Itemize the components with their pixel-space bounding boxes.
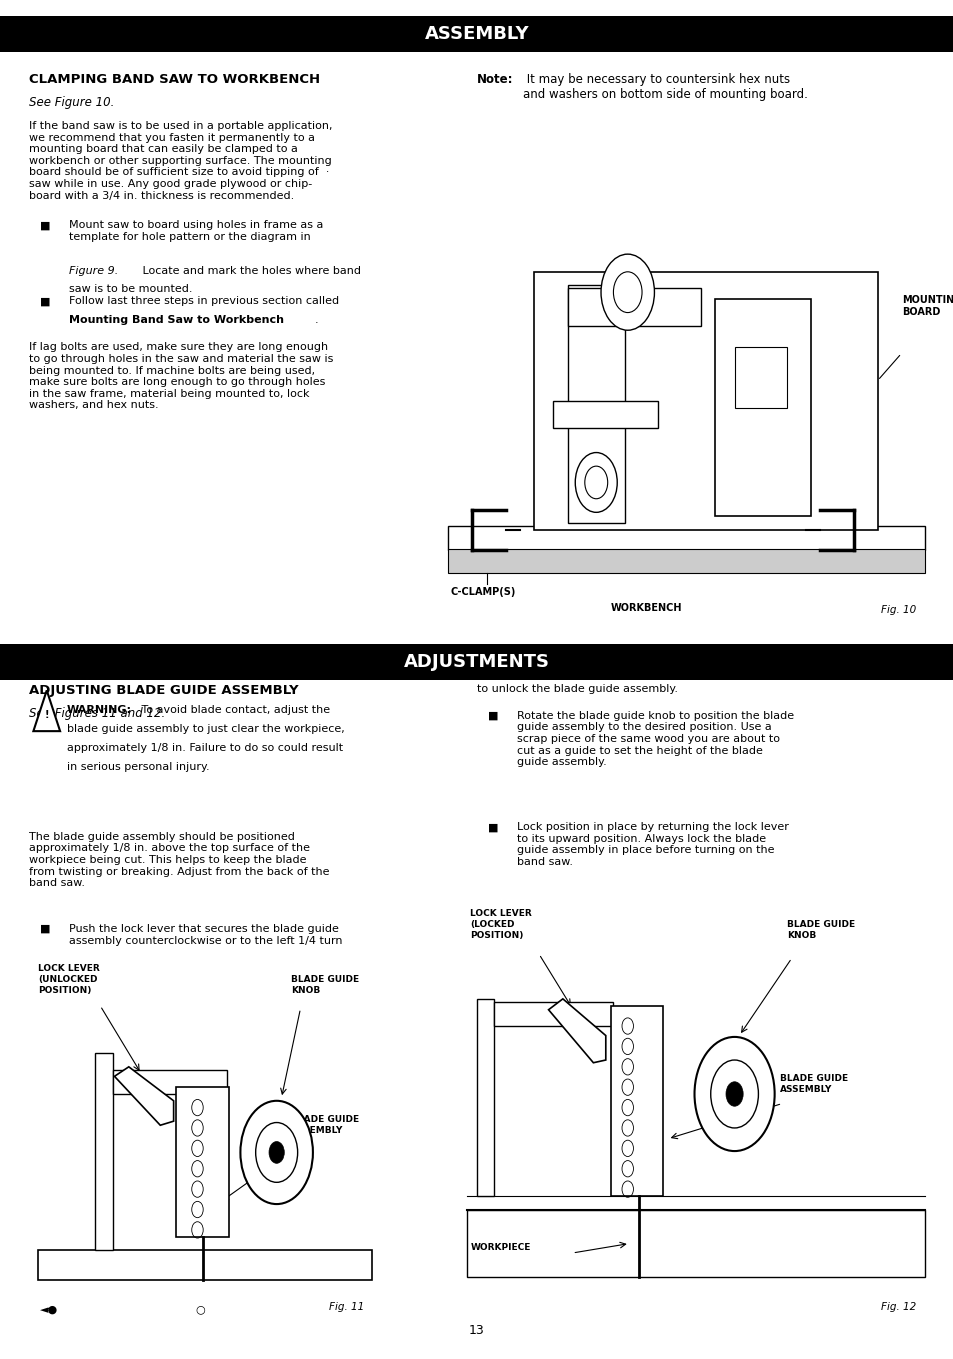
Text: See Figure 10.: See Figure 10. (29, 96, 113, 110)
Text: !: ! (45, 711, 49, 720)
Text: ■: ■ (488, 822, 498, 832)
Text: To avoid blade contact, adjust the: To avoid blade contact, adjust the (138, 705, 330, 715)
Text: BLADE GUIDE
KNOB: BLADE GUIDE KNOB (786, 920, 854, 940)
Text: BLADE GUIDE
ASSEMBLY: BLADE GUIDE ASSEMBLY (291, 1114, 358, 1135)
Text: Mount saw to board using holes in frame as a
template for hole pattern or the di: Mount saw to board using holes in frame … (69, 220, 323, 242)
Text: BLADE GUIDE
ASSEMBLY: BLADE GUIDE ASSEMBLY (780, 1074, 847, 1094)
FancyBboxPatch shape (38, 1250, 372, 1280)
Text: Follow last three steps in previous section called: Follow last three steps in previous sect… (69, 296, 338, 306)
Text: Note:: Note: (476, 73, 513, 87)
Text: WORKBENCH: WORKBENCH (610, 603, 681, 613)
FancyBboxPatch shape (0, 644, 953, 680)
Text: WARNING:: WARNING: (67, 705, 132, 715)
Text: Mounting Band Saw to Workbench: Mounting Band Saw to Workbench (69, 315, 283, 325)
Text: ADJUSTING BLADE GUIDE ASSEMBLY: ADJUSTING BLADE GUIDE ASSEMBLY (29, 684, 298, 697)
Circle shape (240, 1101, 313, 1204)
Text: ASSEMBLY: ASSEMBLY (424, 24, 529, 43)
FancyBboxPatch shape (448, 549, 924, 573)
Text: Fig. 11: Fig. 11 (329, 1302, 364, 1311)
FancyBboxPatch shape (734, 347, 786, 408)
Text: ADJUSTMENTS: ADJUSTMENTS (403, 652, 550, 671)
Text: blade guide assembly to just clear the workpiece,: blade guide assembly to just clear the w… (67, 724, 344, 734)
Text: MOUNTING
BOARD: MOUNTING BOARD (902, 295, 953, 317)
Text: Fig. 10: Fig. 10 (880, 605, 915, 614)
FancyBboxPatch shape (0, 16, 953, 52)
Polygon shape (114, 1067, 173, 1125)
Circle shape (600, 254, 654, 330)
Text: ■: ■ (40, 220, 51, 230)
FancyBboxPatch shape (715, 299, 810, 516)
FancyBboxPatch shape (610, 1006, 662, 1196)
FancyBboxPatch shape (448, 526, 924, 550)
Text: LOCK LEVER
(LOCKED
POSITION): LOCK LEVER (LOCKED POSITION) (470, 909, 532, 940)
Text: Push the lock lever that secures the blade guide
assembly counterclockwise or to: Push the lock lever that secures the bla… (69, 924, 342, 946)
FancyBboxPatch shape (112, 1070, 227, 1094)
FancyBboxPatch shape (534, 272, 877, 530)
Text: It may be necessary to countersink hex nuts
and washers on bottom side of mounti: It may be necessary to countersink hex n… (522, 73, 807, 102)
Text: CLAMPING BAND SAW TO WORKBENCH: CLAMPING BAND SAW TO WORKBENCH (29, 73, 319, 87)
Circle shape (694, 1037, 774, 1151)
Text: Fig. 12: Fig. 12 (880, 1302, 915, 1311)
Circle shape (269, 1142, 284, 1163)
Polygon shape (33, 690, 60, 731)
Text: 13: 13 (469, 1324, 484, 1337)
Text: in serious personal injury.: in serious personal injury. (67, 762, 210, 772)
Circle shape (725, 1082, 742, 1106)
Text: Rotate the blade guide knob to position the blade
guide assembly to the desired : Rotate the blade guide knob to position … (517, 711, 793, 768)
Polygon shape (548, 999, 605, 1063)
Text: BLADE GUIDE
KNOB: BLADE GUIDE KNOB (291, 974, 358, 995)
Text: Figure 9.: Figure 9. (69, 266, 118, 276)
Text: WORKPIECE: WORKPIECE (470, 1243, 530, 1252)
Text: The blade guide assembly should be positioned
approximately 1/8 in. above the to: The blade guide assembly should be posit… (29, 832, 329, 889)
FancyBboxPatch shape (567, 288, 700, 326)
Circle shape (575, 453, 617, 512)
FancyBboxPatch shape (567, 285, 624, 523)
Text: See Figures 11 and 12.: See Figures 11 and 12. (29, 707, 165, 720)
Text: Lock position in place by returning the lock lever
to its upward position. Alway: Lock position in place by returning the … (517, 822, 788, 867)
Text: ◄●: ◄● (40, 1305, 58, 1314)
Text: ■: ■ (488, 711, 498, 720)
FancyBboxPatch shape (494, 1002, 613, 1026)
Text: ■: ■ (40, 296, 51, 306)
FancyBboxPatch shape (176, 1087, 229, 1237)
Text: ■: ■ (40, 924, 51, 934)
Text: C-CLAMP(S): C-CLAMP(S) (450, 587, 516, 597)
FancyBboxPatch shape (467, 1210, 924, 1277)
Text: If the band saw is to be used in a portable application,
we recommend that you f: If the band saw is to be used in a porta… (29, 121, 332, 201)
Text: ○: ○ (195, 1305, 205, 1314)
Text: to unlock the blade guide assembly.: to unlock the blade guide assembly. (476, 684, 678, 693)
Text: LOCK LEVER
(UNLOCKED
POSITION): LOCK LEVER (UNLOCKED POSITION) (38, 964, 100, 995)
Text: If lag bolts are used, make sure they are long enough
to go through holes in the: If lag bolts are used, make sure they ar… (29, 342, 333, 410)
FancyBboxPatch shape (553, 401, 658, 428)
FancyBboxPatch shape (476, 999, 494, 1196)
Text: saw is to be mounted.: saw is to be mounted. (69, 284, 192, 294)
Text: .: . (314, 315, 318, 325)
Text: Locate and mark the holes where band: Locate and mark the holes where band (139, 266, 361, 276)
Text: approximately 1/8 in. Failure to do so could result: approximately 1/8 in. Failure to do so c… (67, 743, 342, 753)
FancyBboxPatch shape (95, 1053, 112, 1250)
